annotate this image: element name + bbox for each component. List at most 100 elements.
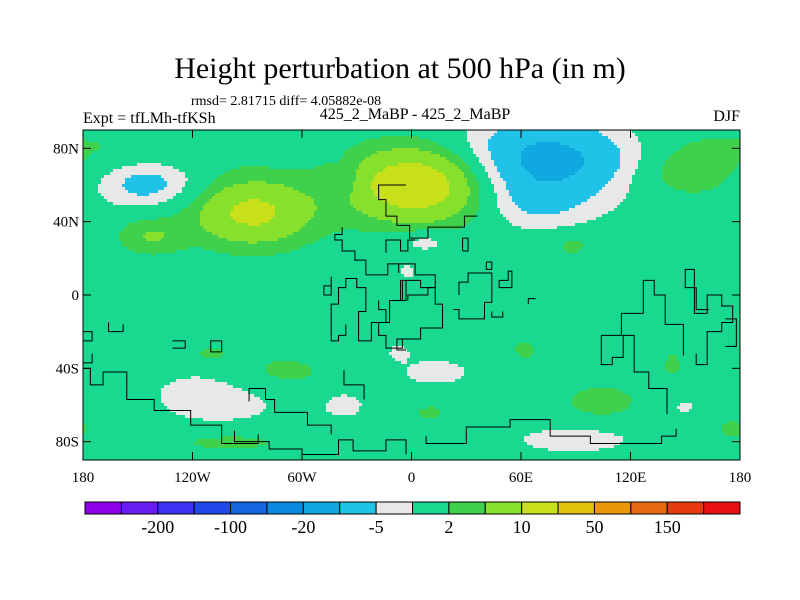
field-cell — [272, 361, 299, 364]
field-cell — [575, 394, 629, 397]
field-cell — [83, 193, 101, 196]
field-cell — [377, 217, 446, 220]
field-cell — [260, 412, 332, 415]
field-cell — [473, 172, 488, 175]
field-cell — [344, 154, 371, 157]
field-cell — [200, 220, 236, 223]
field-cell — [353, 181, 371, 184]
field-cell — [374, 178, 446, 181]
field-cell — [359, 229, 416, 232]
field-cell — [467, 202, 479, 205]
field-cell — [443, 172, 464, 175]
field-cell — [428, 205, 464, 208]
field-cell — [497, 130, 599, 133]
field-cell — [479, 208, 500, 211]
field-cell — [587, 220, 740, 223]
field-cell — [518, 352, 533, 355]
field-cell — [581, 241, 740, 244]
field-cell — [233, 205, 275, 208]
field-cell — [269, 373, 311, 376]
field-cell — [626, 196, 740, 199]
field-cell — [527, 169, 578, 172]
colorbar-box — [703, 501, 741, 515]
field-cell — [620, 442, 740, 445]
field-cell — [83, 184, 98, 187]
field-cell — [263, 409, 326, 412]
field-cell — [83, 196, 104, 199]
field-cell — [233, 217, 272, 220]
field-cell — [446, 196, 467, 199]
field-cell — [479, 199, 497, 202]
field-cell — [626, 193, 740, 196]
field-cell — [635, 172, 662, 175]
field-cell — [428, 247, 563, 250]
field-cell — [230, 214, 275, 217]
field-cell — [677, 355, 740, 358]
field-cell — [578, 250, 740, 253]
field-cell — [596, 217, 740, 220]
field-cell — [248, 241, 257, 244]
field-cell — [584, 244, 740, 247]
field-cell — [338, 160, 362, 163]
field-cell — [266, 406, 326, 409]
field-cell — [407, 349, 515, 352]
field-cell — [257, 445, 533, 448]
field-cell — [512, 199, 587, 202]
colorbar-box — [630, 501, 668, 515]
field-cell — [452, 151, 473, 154]
field-cell — [515, 202, 581, 205]
field-cell — [266, 403, 326, 406]
field-cell — [272, 217, 311, 220]
field-cell — [83, 295, 740, 298]
field-cell — [431, 166, 458, 169]
field-cell — [83, 250, 134, 253]
field-cell — [470, 166, 485, 169]
coastline — [398, 263, 436, 288]
field-cell — [521, 163, 584, 166]
field-cell — [413, 268, 740, 271]
field-cell — [83, 241, 122, 244]
field-cell — [518, 343, 530, 346]
field-cell — [632, 400, 740, 403]
coastline — [83, 367, 259, 444]
field-cell — [356, 172, 377, 175]
coastline — [233, 430, 407, 455]
colorbar-box — [448, 501, 486, 515]
field-cell — [164, 232, 212, 235]
field-cell — [83, 202, 113, 205]
field-cell — [464, 172, 473, 175]
coastline — [248, 388, 332, 435]
field-cell — [638, 139, 701, 142]
coastline — [385, 239, 416, 253]
field-cell — [83, 349, 203, 352]
field-cell — [677, 358, 740, 361]
field-cell — [506, 181, 608, 184]
field-cell — [407, 361, 419, 364]
field-cell — [479, 202, 497, 205]
field-cell — [269, 166, 314, 169]
field-cell — [479, 196, 497, 199]
field-cell — [641, 154, 671, 157]
colorbar-label: 10 — [513, 517, 531, 537]
field-cell — [584, 163, 620, 166]
field-cell — [83, 334, 740, 337]
field-cell — [146, 232, 164, 235]
x-tick-label: 60W — [287, 470, 317, 486]
field-cell — [464, 367, 665, 370]
field-cell — [563, 178, 611, 181]
field-cell — [83, 223, 128, 226]
field-cell — [611, 412, 740, 415]
field-cell — [128, 223, 200, 226]
field-cell — [305, 193, 350, 196]
field-cell — [299, 229, 341, 232]
field-cell — [152, 253, 155, 256]
field-cell — [680, 361, 740, 364]
field-cell — [662, 175, 728, 178]
field-cell — [218, 175, 356, 178]
season-label: DJF — [713, 108, 740, 125]
field-cell — [713, 187, 740, 190]
coastline — [365, 263, 399, 276]
field-cell — [434, 406, 575, 409]
field-cell — [227, 382, 740, 385]
field-cell — [83, 271, 401, 274]
